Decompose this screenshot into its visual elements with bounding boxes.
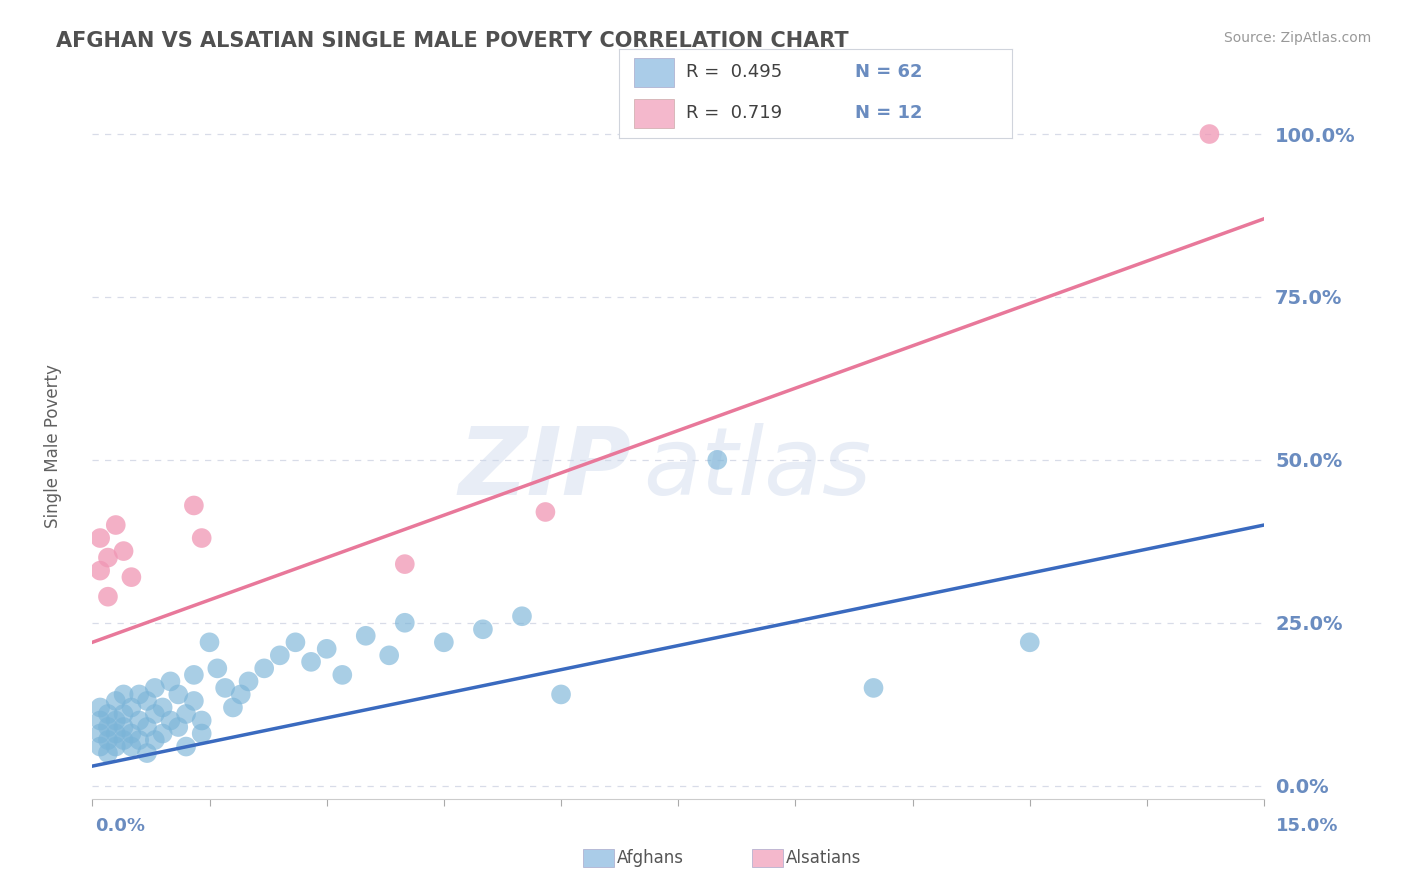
Point (112, 706, 135, 721)
Point (112, 688, 135, 702)
Point (222, 700, 245, 714)
Point (120, 726, 142, 740)
Point (229, 688, 252, 702)
Point (104, 739, 127, 754)
Point (167, 688, 190, 702)
Text: Source: ZipAtlas.com: Source: ZipAtlas.com (1223, 31, 1371, 45)
Point (167, 720, 190, 734)
Point (143, 681, 166, 695)
Point (104, 694, 127, 708)
Point (97, 720, 120, 734)
Point (104, 726, 127, 740)
Point (128, 688, 150, 702)
Point (238, 674, 260, 689)
Point (354, 629, 377, 643)
Point (433, 635, 456, 649)
Point (89, 700, 111, 714)
Text: Afghans: Afghans (617, 849, 685, 867)
Point (190, 531, 212, 545)
Point (1018, 635, 1040, 649)
Point (207, 661, 229, 675)
Point (284, 635, 307, 649)
Point (190, 714, 212, 728)
Text: R =  0.495: R = 0.495 (686, 63, 782, 81)
Point (299, 655, 322, 669)
Point (120, 739, 142, 754)
Point (89, 739, 111, 754)
Point (510, 609, 533, 624)
Point (128, 733, 150, 747)
Text: 0.0%: 0.0% (96, 817, 146, 835)
Point (394, 557, 416, 571)
Point (97, 706, 120, 721)
Point (152, 700, 174, 714)
Point (534, 505, 557, 519)
Point (112, 544, 135, 558)
Point (120, 570, 142, 584)
Point (89, 714, 111, 728)
Point (394, 615, 416, 630)
Point (706, 453, 728, 467)
Point (862, 681, 884, 695)
Point (253, 661, 276, 675)
Point (269, 648, 291, 663)
Point (97, 733, 120, 747)
Point (97, 550, 120, 565)
Point (104, 714, 127, 728)
Point (378, 648, 401, 663)
Text: ZIP: ZIP (458, 423, 631, 515)
Point (152, 726, 174, 740)
Point (183, 668, 205, 682)
Point (112, 720, 135, 734)
Point (89, 726, 111, 740)
Point (112, 733, 135, 747)
Point (159, 714, 181, 728)
Point (1198, 127, 1220, 141)
Text: AFGHAN VS ALSATIAN SINGLE MALE POVERTY CORRELATION CHART: AFGHAN VS ALSATIAN SINGLE MALE POVERTY C… (56, 31, 849, 51)
Point (159, 674, 181, 689)
Point (89, 564, 111, 578)
Point (136, 720, 159, 734)
Text: atlas: atlas (643, 424, 872, 515)
Point (97, 746, 120, 760)
Bar (634, 58, 673, 87)
Point (550, 688, 572, 702)
Point (89, 531, 111, 545)
Text: Single Male Poverty: Single Male Poverty (45, 364, 62, 528)
Point (143, 706, 166, 721)
Point (174, 739, 197, 754)
Point (104, 518, 127, 533)
Text: N = 62: N = 62 (855, 63, 922, 81)
Point (183, 694, 205, 708)
Point (136, 694, 159, 708)
Point (128, 714, 150, 728)
Point (136, 746, 159, 760)
Text: 15.0%: 15.0% (1277, 817, 1339, 835)
Point (330, 668, 353, 682)
Point (143, 733, 166, 747)
Text: Alsatians: Alsatians (786, 849, 862, 867)
Point (183, 499, 205, 513)
Bar (634, 99, 673, 128)
Point (214, 681, 236, 695)
Point (315, 641, 337, 656)
Point (198, 635, 221, 649)
Text: R =  0.719: R = 0.719 (686, 104, 782, 122)
Point (97, 590, 120, 604)
Point (471, 622, 494, 636)
Text: N = 12: N = 12 (855, 104, 922, 122)
Point (120, 700, 142, 714)
Point (174, 706, 197, 721)
Point (190, 726, 212, 740)
